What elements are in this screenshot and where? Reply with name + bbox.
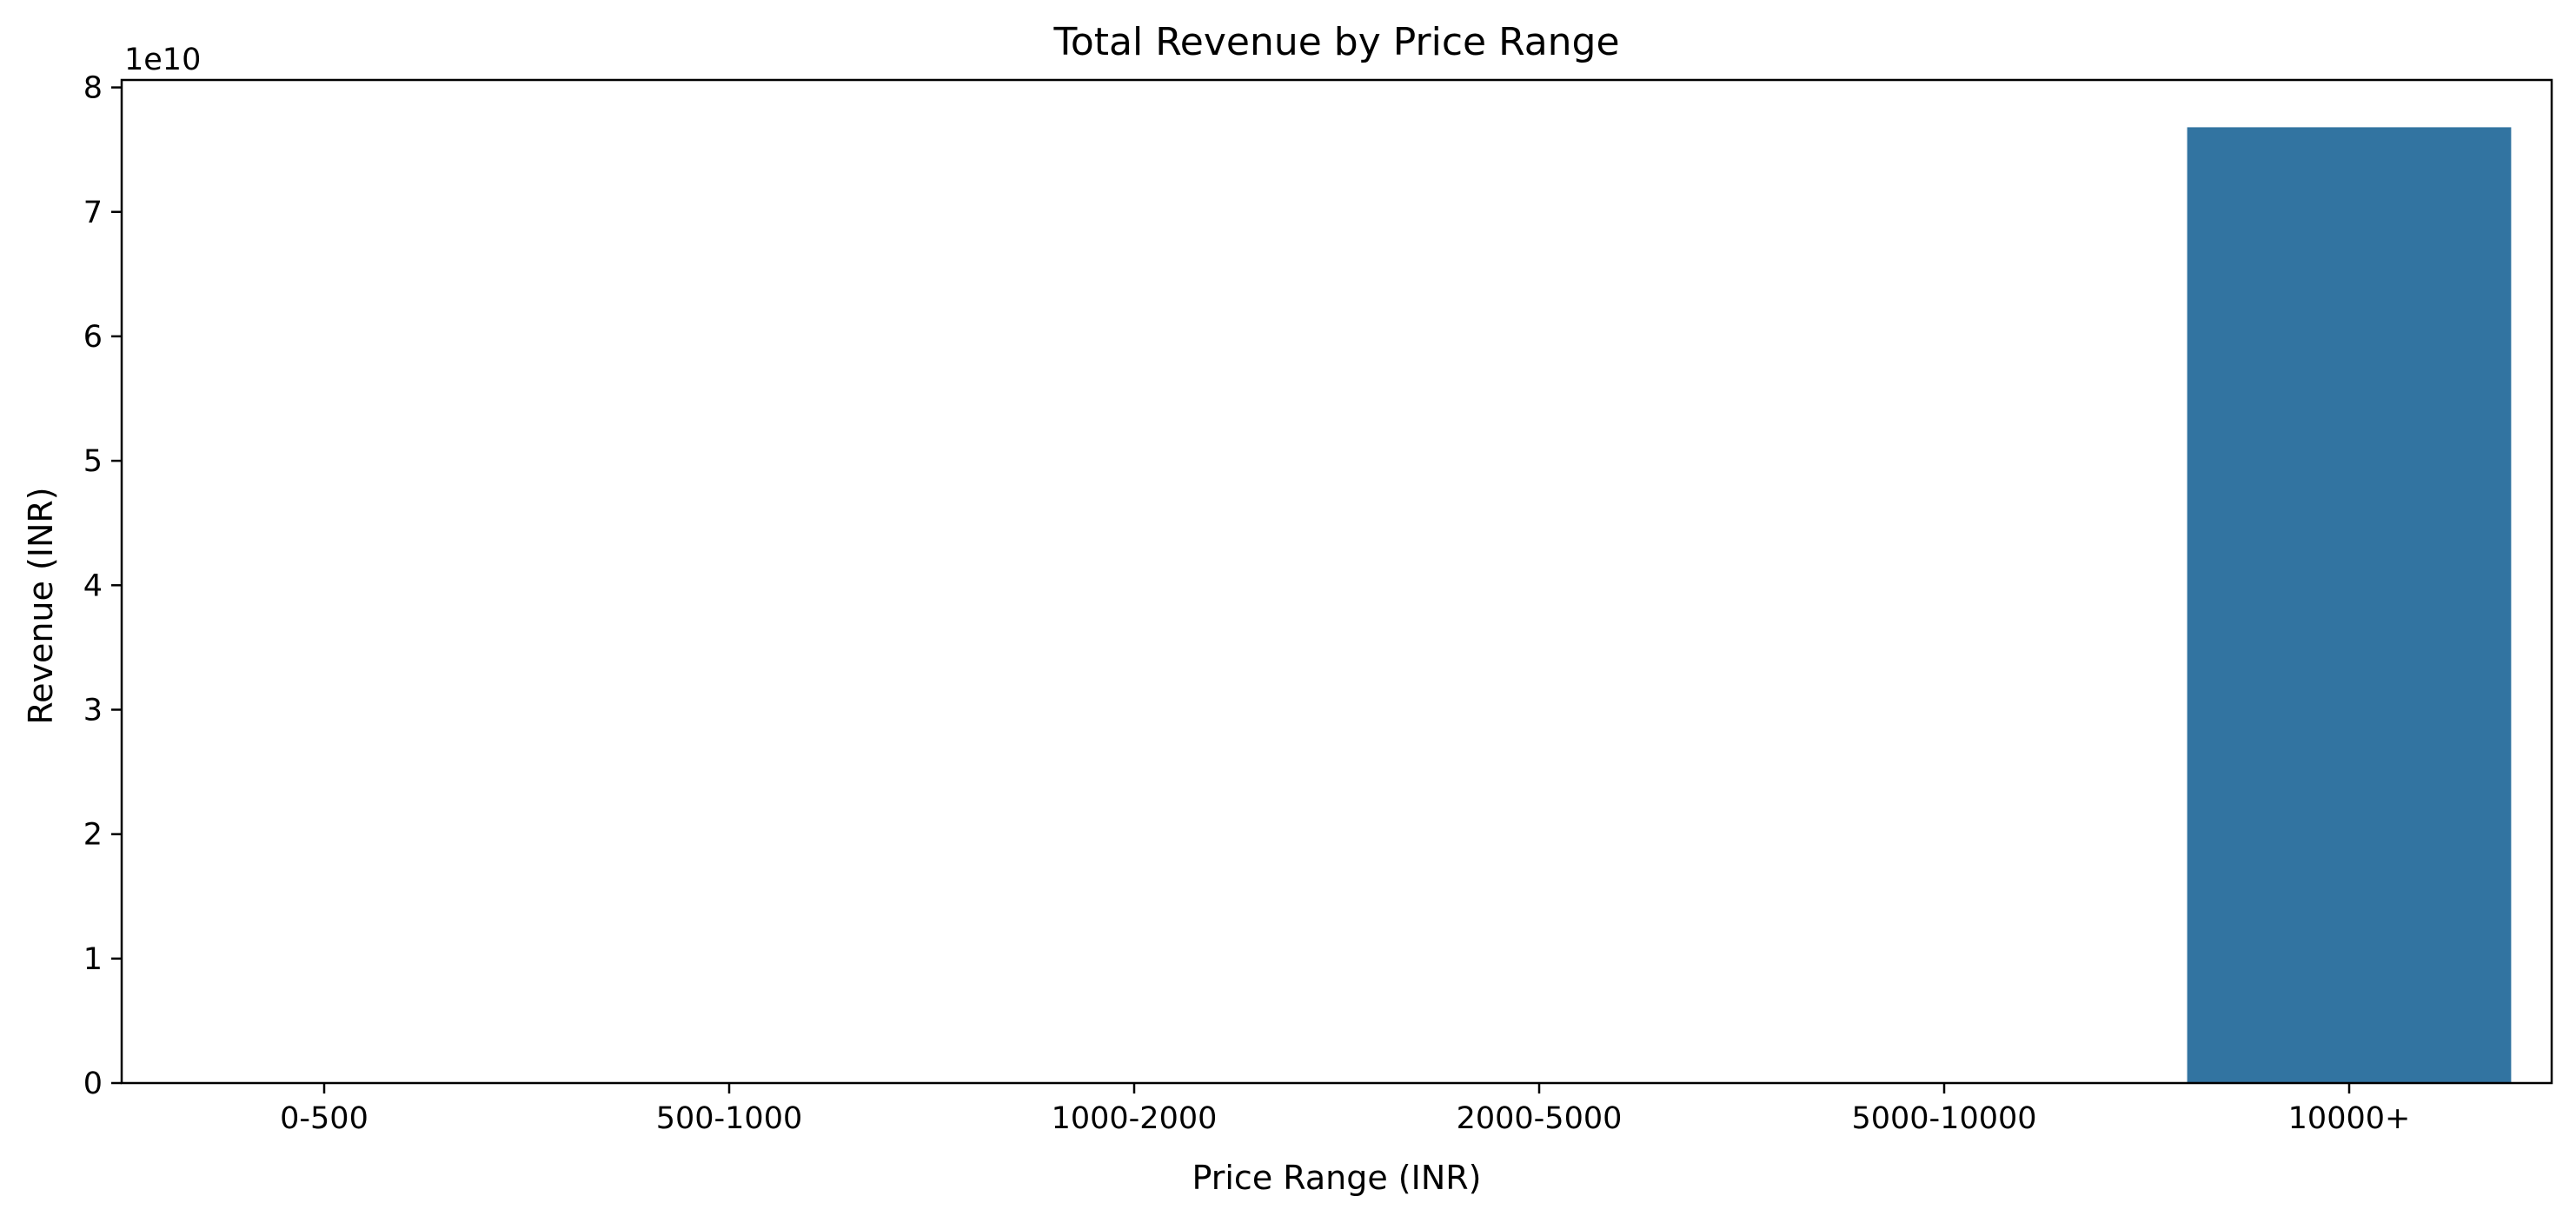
x-axis-label: Price Range (INR) (1192, 1159, 1482, 1197)
y-tick-label: 5 (83, 444, 103, 479)
bar-10000+ (2187, 127, 2512, 1083)
x-tick-label: 10000+ (2288, 1101, 2411, 1136)
bars-group (2187, 127, 2512, 1083)
y-axis-offset-label: 1e10 (124, 43, 201, 77)
x-tick-label: 500-1000 (656, 1101, 803, 1136)
plot-area-frame (120, 78, 2553, 1085)
y-tick-label: 3 (83, 693, 103, 728)
y-tick-label: 8 (83, 71, 103, 106)
x-tick-label: 2000-5000 (1457, 1101, 1623, 1136)
y-tick-label: 1 (83, 942, 103, 977)
x-tick-label: 0-500 (280, 1101, 368, 1136)
y-tick-label: 7 (83, 196, 103, 230)
y-axis-label: Revenue (INR) (22, 487, 60, 724)
y-axis-ticks: 0 1 2 3 4 5 6 7 8 (83, 71, 122, 1101)
y-tick-label: 4 (83, 568, 103, 603)
y-tick-label: 2 (83, 818, 103, 853)
y-tick-label: 0 (83, 1067, 103, 1101)
x-axis-ticks: 0-500 500-1000 1000-2000 2000-5000 5000-1000… (280, 1083, 2410, 1136)
x-tick-label: 1000-2000 (1052, 1101, 1218, 1136)
chart-title: Total Revenue by Price Range (1052, 20, 1619, 64)
x-tick-label: 5000-10000 (1851, 1101, 2036, 1136)
y-tick-label: 6 (83, 320, 103, 355)
